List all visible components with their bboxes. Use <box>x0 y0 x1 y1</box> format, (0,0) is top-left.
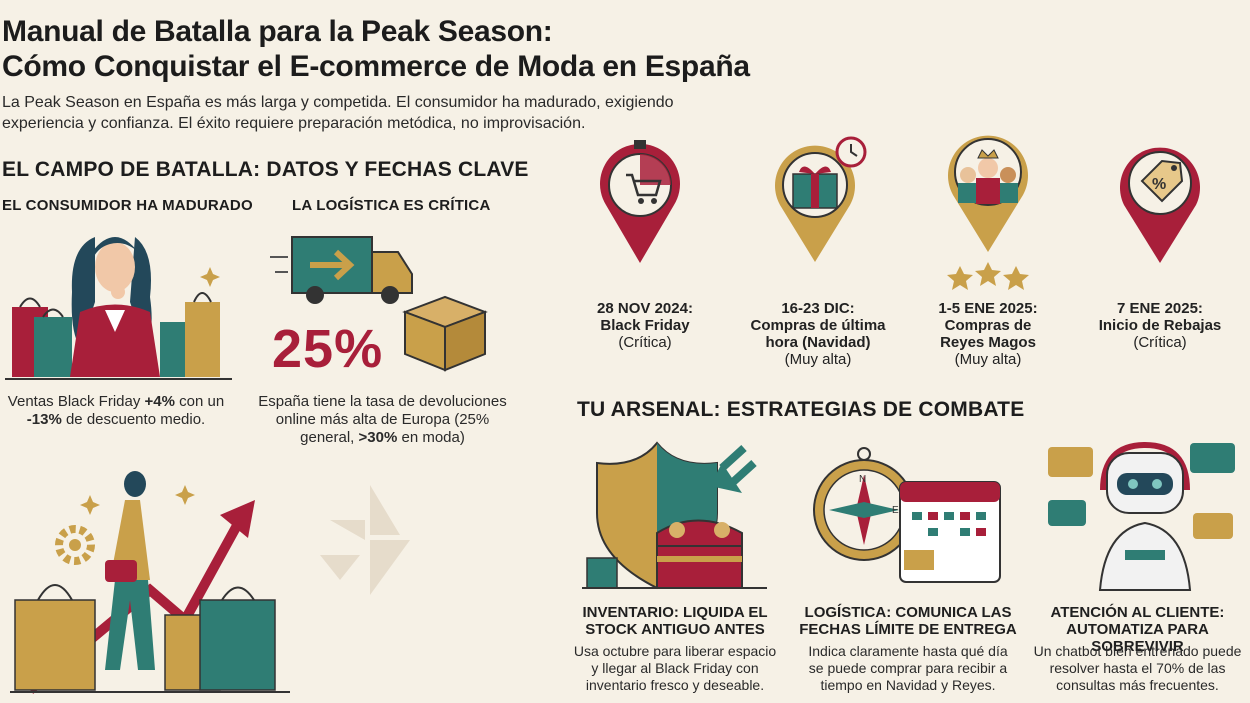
title-line-1: Manual de Batalla para la Peak Season: <box>2 15 553 48</box>
strategy-support-desc: Un chatbot bien entrenado puede resolver… <box>1025 643 1250 694</box>
date-priority: (Crítica) <box>1133 334 1187 351</box>
watermark-icon <box>320 485 410 595</box>
date-event-2: Reyes Magos <box>940 334 1036 351</box>
strategy-title-line: LOGÍSTICA: COMUNICA LAS <box>804 604 1012 621</box>
stopwatch-cart-icon <box>600 140 680 263</box>
logistics-stat-a: España tiene la tasa de devoluciones <box>258 393 507 410</box>
strategy-title-line: FECHAS LÍMITE DE ENTREGA <box>799 621 1017 638</box>
gift-clock-icon <box>775 136 867 262</box>
date-event: Inicio de Rebajas <box>1098 317 1222 334</box>
consumer-stat-a: Ventas Black Friday <box>7 393 145 410</box>
discount-tag-icon: % <box>1120 147 1200 263</box>
svg-text:E: E <box>892 505 899 516</box>
returns-percent: 25% <box>272 319 384 379</box>
consumer-stat-b: +4% <box>144 393 175 410</box>
strategy-desc-line: Indica claramente hasta qué día <box>808 643 1008 659</box>
compass-icon: N E <box>813 447 1001 583</box>
intro-line-1: La Peak Season en España es más larga y … <box>2 94 674 111</box>
calendar-icon <box>899 481 1001 583</box>
date-reyes: 1-5 ENE 2025: Compras de Reyes Magos (Mu… <box>908 300 1068 368</box>
strategy-desc-line: Un chatbot bien entrenado puede <box>1033 643 1242 659</box>
strategy-desc-line: consultas más frecuentes. <box>1056 677 1219 693</box>
consumer-stat-e: de descuento medio. <box>61 411 206 428</box>
logistics-stat-c: general, <box>300 429 359 446</box>
consumer-stat: Ventas Black Friday +4% con un -13% de d… <box>0 393 232 429</box>
page-title: Manual de Batalla para la Peak Season: C… <box>2 14 750 84</box>
logistics-stat-d: >30% <box>358 429 398 446</box>
strategy-logistics-title: LOGÍSTICA: COMUNICA LAS FECHAS LÍMITE DE… <box>793 604 1023 638</box>
date-black-friday: 28 NOV 2024: Black Friday (Crítica) <box>565 300 725 351</box>
robot-chatbot-icon <box>1048 441 1235 591</box>
strategy-title-line: ATENCIÓN AL CLIENTE: <box>1050 604 1225 621</box>
strategy-inventory-desc: Usa octubre para liberar espacio y llega… <box>560 643 790 694</box>
strategy-desc-line: se puede comprar para recibir a <box>808 660 1008 676</box>
battlefield-heading: EL CAMPO DE BATALLA: DATOS Y FECHAS CLAV… <box>2 158 529 181</box>
strategy-desc-line: Usa octubre para liberar espacio <box>573 643 777 659</box>
date-event: Compras de última <box>750 317 886 334</box>
strategy-inventory-title: INVENTARIO: LIQUIDA EL STOCK ANTIGUO ANT… <box>560 604 790 638</box>
shopper-woman-icon <box>10 471 290 694</box>
date-event: Black Friday <box>600 317 690 334</box>
strategy-title-line: INVENTARIO: LIQUIDA EL <box>582 604 768 621</box>
package-box-icon <box>402 295 488 372</box>
strategy-desc-line: tiempo en Navidad y Reyes. <box>820 677 996 693</box>
treasure-chest-icon <box>656 519 743 589</box>
intro-line-2: experiencia y confianza. El éxito requie… <box>2 115 586 132</box>
three-kings-icon <box>947 135 1029 290</box>
date-navidad: 16-23 DIC: Compras de última hora (Navid… <box>738 300 898 368</box>
consumer-stat-c: con un <box>174 393 225 410</box>
consumer-stat-d: -13% <box>26 411 62 428</box>
logistics-stat-b: online más alta de Europa (25% <box>275 411 490 428</box>
shield-icon <box>582 441 767 590</box>
svg-text:N: N <box>859 474 866 485</box>
strategy-title-line: STOCK ANTIGUO ANTES <box>585 621 765 638</box>
title-line-2: Cómo Conquistar el E-commerce de Moda en… <box>2 50 750 83</box>
strategy-logistics-desc: Indica claramente hasta qué día se puede… <box>793 643 1023 694</box>
intro-text: La Peak Season en España es más larga y … <box>2 92 682 134</box>
woman-thinking-icon <box>5 237 232 380</box>
date-event-2: hora (Navidad) <box>765 334 871 351</box>
date-priority: (Crítica) <box>618 334 672 351</box>
date-event: Compras de <box>944 317 1032 334</box>
strategy-desc-line: inventario fresco y deseable. <box>585 677 765 693</box>
logistics-stat-e: en moda) <box>397 429 465 446</box>
arsenal-heading: TU ARSENAL: ESTRATEGIAS DE COMBATE <box>577 398 1025 421</box>
date-priority: (Muy alta) <box>784 351 852 368</box>
date-label: 1-5 ENE 2025: <box>938 300 1038 317</box>
date-rebajas: 7 ENE 2025: Inicio de Rebajas (Crítica) <box>1080 300 1240 351</box>
date-label: 28 NOV 2024: <box>597 300 693 317</box>
consumer-heading: EL CONSUMIDOR HA MADURADO <box>2 197 253 214</box>
date-label: 16-23 DIC: <box>781 300 855 317</box>
svg-text:%: % <box>1152 176 1166 193</box>
logistics-stat: España tiene la tasa de devoluciones onl… <box>250 393 515 447</box>
delivery-truck-icon <box>270 236 413 304</box>
strategy-desc-line: resolver hasta el 70% de las <box>1049 660 1226 676</box>
logistics-heading: LA LOGÍSTICA ES CRÍTICA <box>292 197 491 214</box>
date-label: 7 ENE 2025: <box>1117 300 1203 317</box>
gear-icon <box>55 525 95 565</box>
strategy-desc-line: y llegar al Black Friday con <box>591 660 759 676</box>
date-priority: (Muy alta) <box>954 351 1022 368</box>
strategy-support-title: ATENCIÓN AL CLIENTE: AUTOMATIZA PARA SOB… <box>1025 604 1250 655</box>
strategy-title-line: AUTOMATIZA PARA SOBREVIVIR <box>1066 621 1209 655</box>
